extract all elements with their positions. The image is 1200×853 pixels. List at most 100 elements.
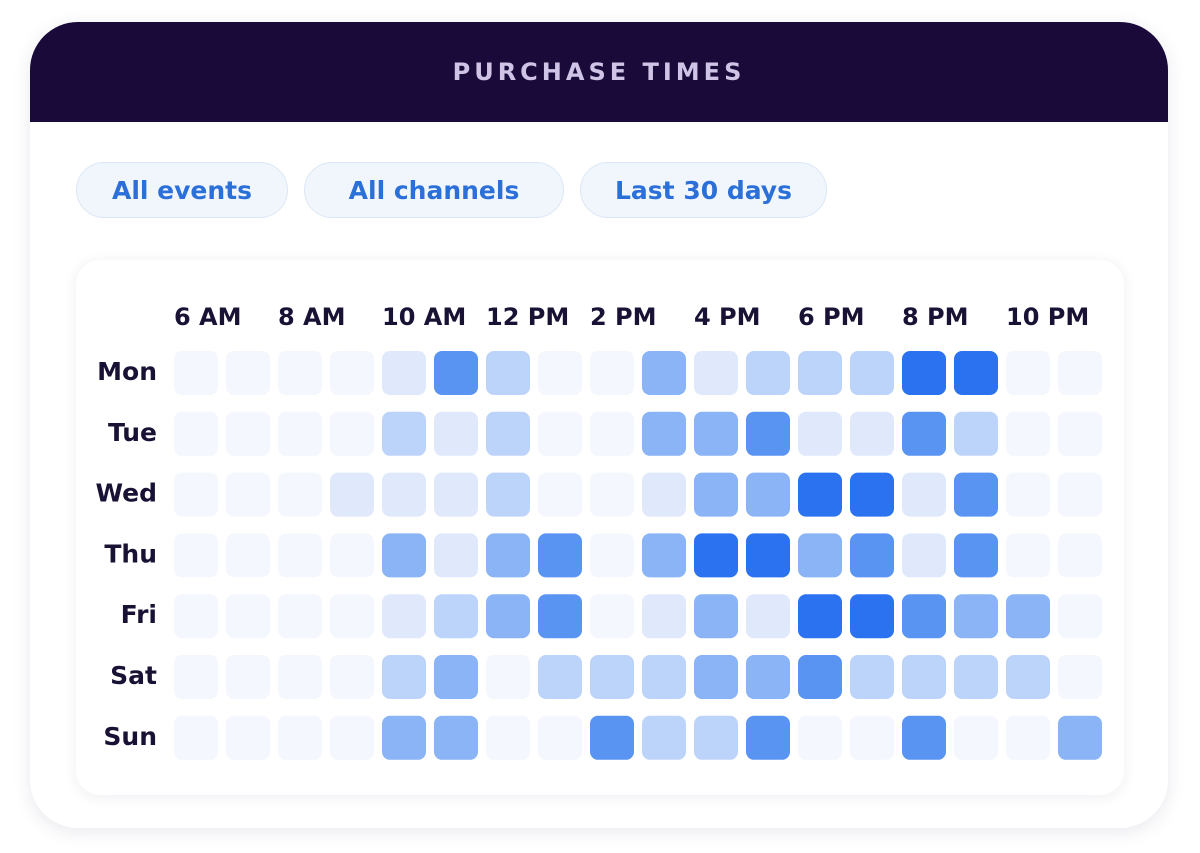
y-tick-label: Mon xyxy=(97,357,157,386)
x-tick-label: 12 PM xyxy=(486,303,569,331)
heat-cell xyxy=(174,472,218,517)
heat-cell xyxy=(434,655,478,699)
heat-cell xyxy=(226,715,270,760)
heat-cell xyxy=(590,715,634,760)
heat-cell xyxy=(278,472,322,517)
heat-cell xyxy=(902,594,946,639)
heat-cell xyxy=(486,715,530,760)
heat-cell xyxy=(486,594,530,639)
heat-cell xyxy=(486,533,530,578)
heat-cell xyxy=(174,594,218,639)
heat-cell xyxy=(434,715,478,760)
heat-cell xyxy=(486,411,530,456)
filter-button[interactable]: All channels xyxy=(304,162,564,218)
filter-button[interactable]: All events xyxy=(76,162,288,218)
heat-cell xyxy=(226,411,270,456)
heat-cell xyxy=(954,533,998,578)
heat-cell xyxy=(850,472,894,517)
x-tick-label: 10 PM xyxy=(1006,303,1089,331)
heat-cell xyxy=(330,533,374,578)
heat-cell xyxy=(902,655,946,699)
heat-cell xyxy=(174,351,218,395)
heat-cell xyxy=(902,533,946,578)
heat-cell xyxy=(1006,472,1050,517)
heat-cell xyxy=(382,472,426,517)
heat-cell xyxy=(798,655,842,699)
heat-cell xyxy=(434,472,478,517)
heat-cell xyxy=(382,411,426,456)
heat-cell xyxy=(226,351,270,395)
heat-cell xyxy=(538,472,582,517)
heat-cell xyxy=(330,411,374,456)
heat-cell xyxy=(330,715,374,760)
heat-cell xyxy=(746,472,790,517)
heat-cell xyxy=(850,715,894,760)
heat-cell xyxy=(1006,351,1050,395)
heat-cell xyxy=(382,594,426,639)
heat-cell xyxy=(1058,351,1102,395)
heat-cell xyxy=(954,594,998,639)
heat-cell xyxy=(434,411,478,456)
heat-cell xyxy=(538,594,582,639)
heat-cell xyxy=(954,472,998,517)
heat-cell xyxy=(1058,472,1102,517)
title: PURCHASE TIMES xyxy=(452,58,746,86)
header: PURCHASE TIMES xyxy=(30,22,1168,122)
x-tick-label: 8 PM xyxy=(902,303,969,331)
heat-cell xyxy=(278,533,322,578)
y-tick-label: Tue xyxy=(108,418,157,447)
heat-cell xyxy=(538,351,582,395)
heat-cell xyxy=(850,594,894,639)
heat-cell xyxy=(590,411,634,456)
heat-cell xyxy=(694,655,738,699)
heat-cell xyxy=(798,594,842,639)
heat-cell xyxy=(902,351,946,395)
x-tick-label: 6 AM xyxy=(174,303,242,331)
heatmap-panel xyxy=(76,260,1124,795)
heat-cell xyxy=(330,594,374,639)
x-tick-label: 8 AM xyxy=(278,303,346,331)
heat-cell xyxy=(798,472,842,517)
heat-cell xyxy=(798,351,842,395)
heat-cell xyxy=(850,411,894,456)
filter-button[interactable]: Last 30 days xyxy=(580,162,827,218)
heat-cell xyxy=(382,533,426,578)
heat-cell xyxy=(798,715,842,760)
heat-cell xyxy=(226,594,270,639)
heat-cell xyxy=(746,715,790,760)
heat-cell xyxy=(486,655,530,699)
heat-cell xyxy=(434,351,478,395)
heat-cell xyxy=(538,715,582,760)
x-tick-label: 6 PM xyxy=(798,303,865,331)
heat-cell xyxy=(382,351,426,395)
heat-cell xyxy=(1006,411,1050,456)
heat-cell xyxy=(486,472,530,517)
heat-cell xyxy=(434,533,478,578)
heat-cell xyxy=(226,533,270,578)
heat-cell xyxy=(590,594,634,639)
heat-cell xyxy=(642,715,686,760)
heat-cell xyxy=(330,472,374,517)
heat-cell xyxy=(1058,594,1102,639)
heat-cell xyxy=(746,594,790,639)
heat-cell xyxy=(538,411,582,456)
heat-cell xyxy=(174,715,218,760)
heat-cell xyxy=(954,351,998,395)
heat-cell xyxy=(590,351,634,395)
heat-cell xyxy=(850,533,894,578)
heat-cell xyxy=(330,655,374,699)
heat-cell xyxy=(694,411,738,456)
y-tick-label: Fri xyxy=(121,600,157,629)
heat-cell xyxy=(1006,715,1050,760)
heat-cell xyxy=(330,351,374,395)
heat-cell xyxy=(278,351,322,395)
heat-cell xyxy=(226,655,270,699)
heat-cell xyxy=(1006,594,1050,639)
heat-cell xyxy=(642,351,686,395)
heat-cell xyxy=(382,655,426,699)
heat-cell xyxy=(278,655,322,699)
heat-cell xyxy=(434,594,478,639)
heat-cell xyxy=(902,411,946,456)
heat-cell xyxy=(746,655,790,699)
